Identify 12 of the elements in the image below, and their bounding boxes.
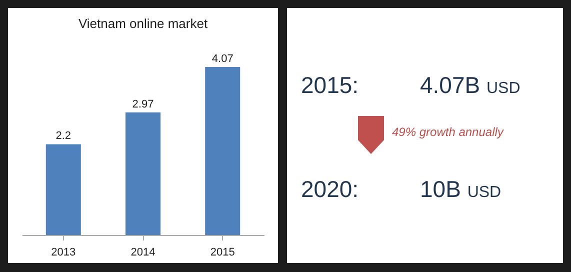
chart-title: Vietnam online market xyxy=(78,16,208,31)
data-label: 2.2 xyxy=(56,130,72,142)
text: 2020: xyxy=(301,176,359,203)
text: 10B USD xyxy=(420,176,502,203)
text: 49% growth annually xyxy=(392,125,504,139)
x-tick-label: 2015 xyxy=(210,246,235,258)
text: 2015: xyxy=(301,72,359,99)
data-label: 2.97 xyxy=(132,98,154,110)
data-label: 4.07 xyxy=(212,53,234,65)
text: 4.07B USD xyxy=(420,72,520,99)
x-tick-label: 2014 xyxy=(130,246,156,258)
x-tick-label: 2013 xyxy=(51,246,76,258)
